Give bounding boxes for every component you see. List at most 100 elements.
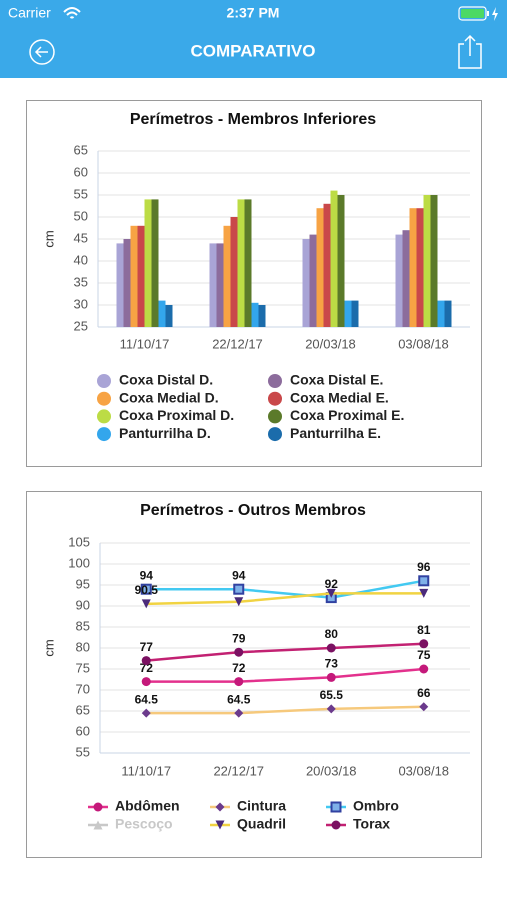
y-tick-label: 70 xyxy=(76,681,90,696)
wifi-icon xyxy=(63,7,81,19)
legend-label: Coxa Proximal D. xyxy=(119,407,234,423)
battery-icon xyxy=(458,6,498,21)
y-tick-label: 55 xyxy=(76,744,90,759)
bar xyxy=(123,239,131,327)
marker xyxy=(419,664,429,674)
legend-label: Panturrilha E. xyxy=(290,425,381,441)
bar xyxy=(258,305,266,327)
marker xyxy=(141,708,151,718)
marker xyxy=(234,647,244,657)
data-label: 72 xyxy=(140,661,154,675)
back-button[interactable] xyxy=(29,39,55,65)
y-tick-label: 25 xyxy=(74,318,88,333)
marker xyxy=(419,639,429,649)
x-tick-label: 22/12/17 xyxy=(212,336,263,351)
legend-marker xyxy=(93,802,103,812)
marker xyxy=(140,583,152,595)
bar xyxy=(116,243,124,327)
data-label: 77 xyxy=(140,640,154,654)
x-tick-label: 11/10/17 xyxy=(120,336,170,351)
marker xyxy=(141,656,151,666)
chart-title: Perímetros - Outros Membros xyxy=(140,502,366,519)
data-label: 64.5 xyxy=(227,692,251,706)
legend-label: Cintura xyxy=(237,798,286,814)
bar xyxy=(316,208,324,327)
bar xyxy=(409,208,417,327)
y-tick-label: 90 xyxy=(76,597,90,612)
legend-marker xyxy=(331,820,341,830)
data-label: 72 xyxy=(232,661,246,675)
legend-marker xyxy=(330,801,342,813)
bar xyxy=(344,300,352,327)
marker xyxy=(233,583,245,595)
data-label: 75 xyxy=(417,648,431,662)
legend-label: Coxa Distal D. xyxy=(119,372,213,388)
y-tick-label: 55 xyxy=(74,186,88,201)
card xyxy=(26,491,482,858)
marker xyxy=(234,597,244,607)
marker xyxy=(326,672,336,682)
bar xyxy=(402,230,410,327)
y-tick-label: 95 xyxy=(76,576,90,591)
x-tick-label: 20/03/18 xyxy=(306,763,357,778)
header-bar xyxy=(0,0,507,78)
bar xyxy=(251,302,259,327)
bar xyxy=(137,225,145,327)
legend-label: Coxa Medial D. xyxy=(119,389,219,405)
y-tick-label: 60 xyxy=(76,723,90,738)
bar xyxy=(351,300,359,327)
legend-swatch xyxy=(97,427,111,442)
legend-swatch xyxy=(268,409,282,424)
bar xyxy=(444,300,452,327)
carrier: Carrier xyxy=(8,5,51,21)
legend-marker xyxy=(215,820,225,830)
marker xyxy=(326,704,336,714)
series-line xyxy=(146,592,424,606)
bar xyxy=(337,195,345,327)
y-axis-label: cm xyxy=(41,230,56,247)
y-tick-label: 30 xyxy=(74,296,88,311)
data-label: 90.5 xyxy=(135,583,159,597)
marker xyxy=(419,702,429,712)
time: 2:37 PM xyxy=(227,5,280,21)
x-tick-label: 03/08/18 xyxy=(398,763,449,778)
series-line xyxy=(146,705,424,715)
legend-label: Pescoço xyxy=(115,816,173,832)
series-line xyxy=(146,642,424,662)
bar xyxy=(323,203,331,327)
data-label: 92 xyxy=(325,577,339,591)
data-label: 80 xyxy=(325,627,339,641)
y-tick-label: 50 xyxy=(74,208,88,223)
bar xyxy=(216,243,224,327)
series-line xyxy=(146,667,424,683)
marker xyxy=(234,708,244,718)
marker xyxy=(141,677,151,687)
legend-label: Coxa Proximal E. xyxy=(290,407,404,423)
data-label: 73 xyxy=(325,657,339,671)
x-tick-label: 20/03/18 xyxy=(305,336,356,351)
legend-swatch xyxy=(97,409,111,424)
legend-marker xyxy=(215,802,225,812)
marker xyxy=(418,575,430,587)
marker xyxy=(234,677,244,687)
bar xyxy=(130,225,138,327)
share-button[interactable] xyxy=(458,34,482,69)
x-tick-label: 11/10/17 xyxy=(121,763,171,778)
series-line xyxy=(146,579,424,599)
legend-label: Quadril xyxy=(237,816,286,832)
data-label: 96 xyxy=(417,560,431,574)
data-label: 94 xyxy=(140,568,154,582)
y-tick-label: 60 xyxy=(74,164,88,179)
legend-label: Abdômen xyxy=(115,798,180,814)
marker xyxy=(326,643,336,653)
bar xyxy=(237,199,245,327)
y-tick-label: 65 xyxy=(76,702,90,717)
data-label: 79 xyxy=(232,631,246,645)
data-label: 64.5 xyxy=(135,692,159,706)
y-tick-label: 100 xyxy=(68,555,90,570)
bar xyxy=(437,300,445,327)
y-tick-label: 105 xyxy=(68,534,90,549)
x-tick-label: 03/08/18 xyxy=(398,336,449,351)
bar xyxy=(144,199,152,327)
